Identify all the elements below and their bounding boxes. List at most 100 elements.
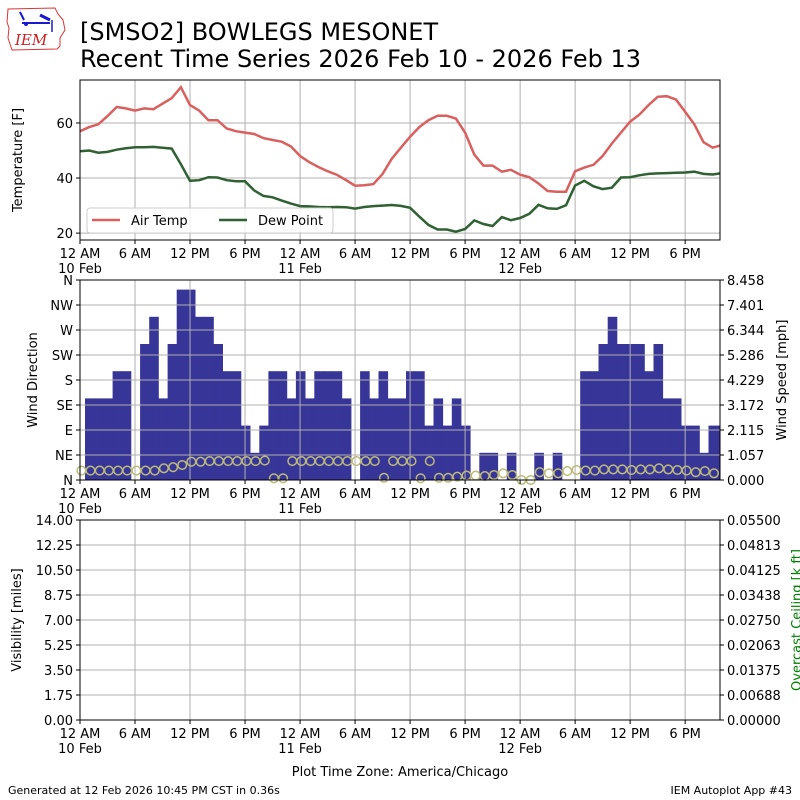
ceiling-tick-label: 0.01375 [727,664,781,679]
x-date-label: 10 Feb [58,502,102,517]
wind-speed-bar [185,289,196,480]
plot-frame [79,79,721,241]
x-tick-label: 6 PM [449,247,480,262]
x-tick-label: 6 PM [229,247,260,262]
wind-speed-bar [488,452,499,480]
wind-direction-marker [708,468,720,479]
wind-speed-tick-label: 0.000 [727,474,764,489]
wind-direction-tick-label: S [65,374,73,389]
plot-frame [79,279,721,481]
wind-speed-bar [433,398,444,480]
x-tick-label: 6 AM [119,247,152,262]
wind-speed-tick-label: 8.458 [727,274,764,289]
ceiling-tick-label: 0.04125 [727,564,781,579]
x-tick-label: 12 PM [390,727,430,742]
wind-direction-tick-label: NE [55,449,73,464]
wind-direction-marker [76,465,87,476]
wind-direction-marker [571,464,582,476]
x-tick-label: 6 AM [119,487,152,502]
x-tick-label: 6 PM [229,487,260,502]
wind-speed-bar [204,316,214,480]
x-tick-label: 12 PM [170,247,210,262]
x-tick-label: 12 PM [170,727,210,742]
wind-speed-bar [580,371,590,480]
wind-speed-tick-label: 2.115 [727,424,764,439]
wind-speed-bar [213,344,223,480]
visibility-tick-label: 5.25 [44,639,73,654]
wind-direction-marker [562,466,573,477]
wind-direction-marker [351,456,362,467]
wind-speed-bar [653,344,664,480]
wind-direction-tick-label: N [63,274,73,289]
app-note: IEM Autoplot App #43 [671,784,793,797]
wind-speed-bar [305,398,315,480]
x-date-label: 12 Feb [498,742,542,757]
ceiling-tick-label: 0.05500 [727,514,781,529]
wind-direction-marker [699,466,710,477]
wind-direction-marker [168,462,179,473]
dew-point-line [80,145,720,233]
x-tick-label: 6 AM [559,487,592,502]
wind-speed-tick-label: 4.229 [727,374,764,389]
x-date-label: 12 Feb [498,502,542,517]
visibility-tick-label: 0.00 [44,714,73,729]
x-date-label: 11 Feb [278,262,322,277]
visibility-tick-label: 3.50 [44,664,73,679]
visibility-tick-label: 1.75 [44,689,73,704]
legend-label: Dew Point [258,214,323,229]
x-tick-label: 12 AM [500,247,541,262]
x-tick-label: 12 AM [280,247,321,262]
visibility-tick-label: 7.00 [44,614,73,629]
wind-direction-marker [488,469,500,481]
x-tick-label: 12 AM [500,727,541,742]
wind-direction-axis-label: Wind Direction [26,332,41,428]
x-tick-label: 12 AM [60,727,101,742]
wind-direction-marker [369,456,380,467]
wind-speed-bar [360,371,370,480]
x-tick-label: 12 AM [280,487,321,502]
x-tick-label: 6 AM [339,727,372,742]
ceiling-tick-label: 0.00688 [727,689,781,704]
wind-speed-bar [635,344,645,480]
temperature-panel: 20 40 60 Air Temp Dew Point 12 AM 6 AM 12 PM 6 P… [56,79,721,277]
wind-direction-tick-label: NW [50,299,73,314]
wind-speed-bar [323,371,333,480]
x-tick-label: 6 AM [559,727,592,742]
wind-speed-bar [268,371,278,480]
wind-speed-bar [534,452,544,480]
wind-speed-tick-label: 3.172 [727,399,764,414]
x-date-label: 11 Feb [278,502,322,517]
visibility-tick-label: 10.50 [36,564,73,579]
ceiling-tick-label: 0.02063 [727,639,781,654]
wind-speed-bar [671,398,682,480]
wind-speed-bar [222,371,233,480]
wind-speed-bar [461,425,471,480]
wind-speed-bar [369,398,379,480]
wind-speed-bar [277,371,288,480]
wind-speed-bar [717,425,721,480]
x-tick-label: 12 PM [390,247,430,262]
x-tick-label: 12 AM [280,727,321,742]
wind-panel: N 0.000 NE 1.057 E 2.115 SE 3.172 S 4.229 SW 5.286 W… [50,274,764,517]
wind-direction-marker [553,468,564,479]
x-tick-label: 12 PM [170,487,210,502]
visibility-tick-label: 8.75 [44,589,73,604]
wind-speed-bar [149,316,159,480]
temperature-axis-label: Temperature [F] [11,108,26,213]
timezone-label: Plot Time Zone: America/Chicago [292,765,508,780]
ceiling-axis-label: Overcast Ceiling [k ft] [790,549,800,691]
wind-speed-bar [195,316,205,480]
wind-speed-bar [341,398,352,480]
wind-speed-bar [552,452,563,480]
x-tick-label: 12 PM [610,487,650,502]
wind-speed-bar [424,425,434,480]
wind-speed-bar [479,452,489,480]
x-tick-label: 6 AM [119,727,152,742]
wind-speed-bar [387,398,398,480]
wind-direction-marker [149,465,160,476]
wind-direction-marker [177,459,188,471]
x-tick-label: 6 PM [669,487,700,502]
wind-speed-bar [176,289,187,480]
logo-text: IEM [14,31,48,49]
